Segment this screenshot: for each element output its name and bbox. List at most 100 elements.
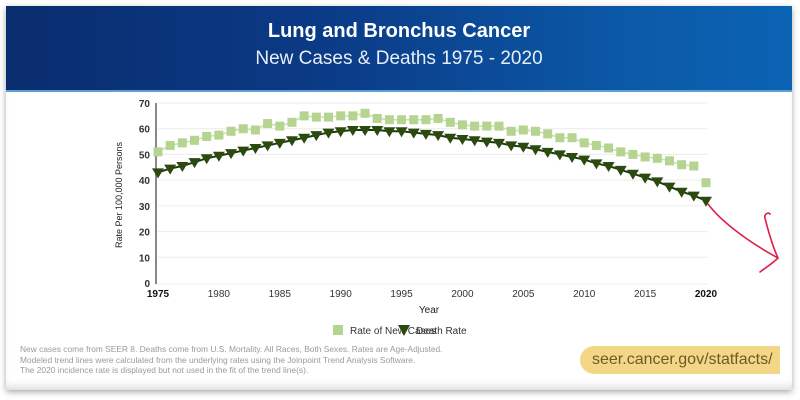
new-cases-point: [664, 156, 674, 166]
new-cases-point: [336, 111, 346, 121]
death-rate-point: [480, 137, 493, 148]
new-cases-point: [287, 117, 297, 127]
new-cases-point: [250, 125, 260, 135]
death-rate-point: [200, 154, 213, 165]
y-axis-label: Rate Per 100,000 Persons: [114, 141, 124, 248]
y-tick-labels: 0 10 20 30 40 50 60 70: [139, 99, 151, 290]
new-cases-point: [518, 125, 528, 135]
death-rate-point: [164, 164, 177, 175]
death-rate-point: [541, 147, 554, 158]
death-rate-point: [700, 196, 712, 207]
death-rate-point: [566, 153, 579, 163]
x-tick: 2010: [573, 289, 596, 300]
death-rate-point: [334, 127, 347, 138]
death-rate-point: [152, 168, 164, 179]
new-cases-point: [177, 138, 187, 148]
x-tick: 1995: [390, 289, 413, 300]
death-rate-point: [590, 159, 603, 170]
footnote-line-1: New cases come from SEER 8. Deaths come …: [20, 344, 443, 354]
death-rate-point: [517, 142, 530, 153]
x-tick: 1975: [147, 289, 170, 300]
death-rate-point: [310, 131, 323, 142]
death-rate-point: [407, 128, 420, 139]
death-rate-point: [578, 155, 591, 166]
new-cases-point: [616, 147, 626, 157]
new-cases-point: [567, 133, 577, 143]
y-tick: 30: [139, 202, 151, 213]
death-rate-point: [651, 177, 664, 188]
x-tick: 2015: [634, 289, 657, 300]
new-cases-point: [165, 140, 175, 150]
x-axis-label: Year: [419, 305, 440, 316]
new-cases-point: [445, 117, 455, 127]
new-cases-point: [409, 115, 419, 125]
y-tick: 0: [144, 279, 150, 290]
death-rate-point: [225, 149, 238, 160]
death-rate-point: [468, 136, 481, 147]
new-cases-point: [190, 135, 200, 145]
death-rate-point: [456, 135, 469, 145]
x-tick: 1980: [208, 289, 231, 300]
death-rate-point: [639, 173, 652, 184]
death-rate-point: [529, 145, 542, 156]
new-cases-point: [494, 121, 504, 131]
death-rate-point: [675, 187, 688, 198]
new-cases-point: [701, 178, 711, 188]
new-cases-point: [202, 131, 212, 141]
new-cases-point: [628, 149, 638, 159]
chart-title: Lung and Bronchus Cancer: [267, 20, 531, 42]
header-banner: Lung and Bronchus Cancer New Cases & Dea…: [6, 6, 792, 92]
new-cases-point: [226, 126, 236, 136]
death-rate-point: [285, 136, 298, 147]
legend-label-death-rate: Death Rate: [416, 326, 467, 337]
death-rate-point: [395, 127, 408, 138]
new-cases-point: [470, 121, 480, 131]
new-cases-point: [579, 138, 589, 148]
legend-label-new-cases: Rate of New Cases: [350, 326, 436, 337]
x-tick: 1990: [330, 289, 353, 300]
new-cases-point: [348, 111, 358, 121]
death-rate-point: [553, 150, 566, 161]
death-rate-point: [505, 141, 518, 152]
new-cases-point: [299, 111, 309, 121]
death-rate-point: [383, 127, 396, 138]
new-cases-point: [384, 115, 394, 125]
new-cases-point: [457, 120, 467, 130]
new-cases-point: [238, 124, 248, 134]
triangle-down-marker-icon: [398, 325, 410, 336]
death-rate-point: [273, 138, 286, 149]
new-cases-point: [543, 129, 553, 139]
square-marker-icon: [333, 325, 343, 335]
new-cases-point: [689, 161, 699, 171]
new-cases-point: [591, 140, 601, 150]
new-cases-point: [360, 108, 370, 118]
new-cases-point: [640, 152, 650, 162]
statfacts-link[interactable]: seer.cancer.gov/statfacts/: [580, 346, 780, 374]
series-new-cases: [153, 108, 711, 188]
new-cases-point: [153, 147, 163, 157]
death-rate-point: [346, 126, 359, 136]
x-tick: 1985: [269, 289, 292, 300]
legend: Rate of New Cases Death Rate: [333, 325, 467, 337]
new-cases-point: [421, 115, 431, 125]
death-rate-point: [359, 126, 372, 136]
death-rate-point: [261, 141, 274, 152]
y-tick: 10: [139, 253, 151, 264]
new-cases-point: [506, 126, 516, 136]
new-cases-point: [555, 133, 565, 143]
x-tick: 2005: [512, 289, 535, 300]
x-tick: 2020: [695, 289, 718, 300]
x-tick: 2000: [451, 289, 474, 300]
new-cases-point: [652, 153, 662, 163]
death-rate-point: [237, 146, 250, 157]
new-cases-point: [397, 115, 407, 125]
new-cases-point: [604, 143, 614, 153]
y-tick: 70: [139, 99, 151, 110]
death-rate-point: [419, 129, 432, 140]
new-cases-point: [323, 112, 333, 122]
y-tick: 60: [139, 125, 151, 136]
new-cases-point: [263, 119, 273, 129]
new-cases-point: [677, 160, 687, 170]
death-rate-point: [687, 191, 700, 202]
